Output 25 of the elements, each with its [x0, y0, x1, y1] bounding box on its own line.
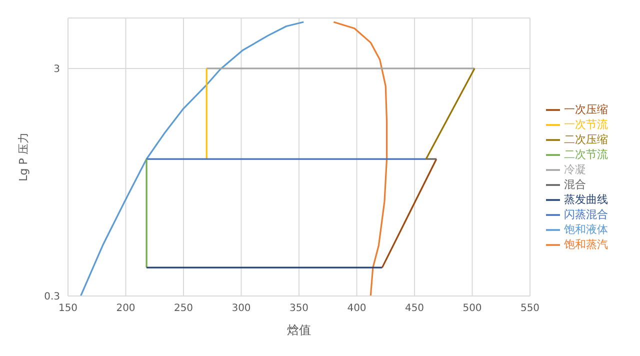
legend-label: 冷凝	[564, 163, 586, 176]
x-tick-label: 150	[58, 303, 78, 314]
x-tick-label: 300	[232, 303, 251, 314]
x-tick-label: 350	[289, 303, 309, 314]
legend-label: 混合	[564, 178, 586, 191]
x-axis-title: 焓值	[287, 323, 311, 337]
line-series	[332, 21, 388, 296]
x-tick-label: 450	[404, 303, 424, 314]
legend-label: 饱和蒸汽	[564, 238, 608, 251]
legend-label: 二次压缩	[564, 133, 608, 146]
legend-label: 一次节流	[564, 118, 608, 131]
legend-label: 蒸发曲线	[564, 193, 608, 206]
x-tick-label: 550	[520, 303, 540, 314]
legend-label: 饱和液体	[564, 223, 608, 236]
x-tick-label: 250	[174, 303, 194, 314]
x-tick-label: 500	[462, 303, 482, 314]
legend-label: 一次压缩	[564, 103, 608, 116]
y-tick-label: 3	[54, 64, 60, 76]
x-tick-label: 400	[347, 303, 366, 314]
legend-label: 闪蒸混合	[564, 208, 608, 221]
y-axis-title: Lg P 压力	[16, 132, 30, 182]
line-series	[80, 21, 304, 296]
x-tick-label: 200	[116, 303, 136, 314]
y-tick-label: 0.3	[44, 292, 60, 303]
legend-label: 二次节流	[564, 148, 608, 161]
